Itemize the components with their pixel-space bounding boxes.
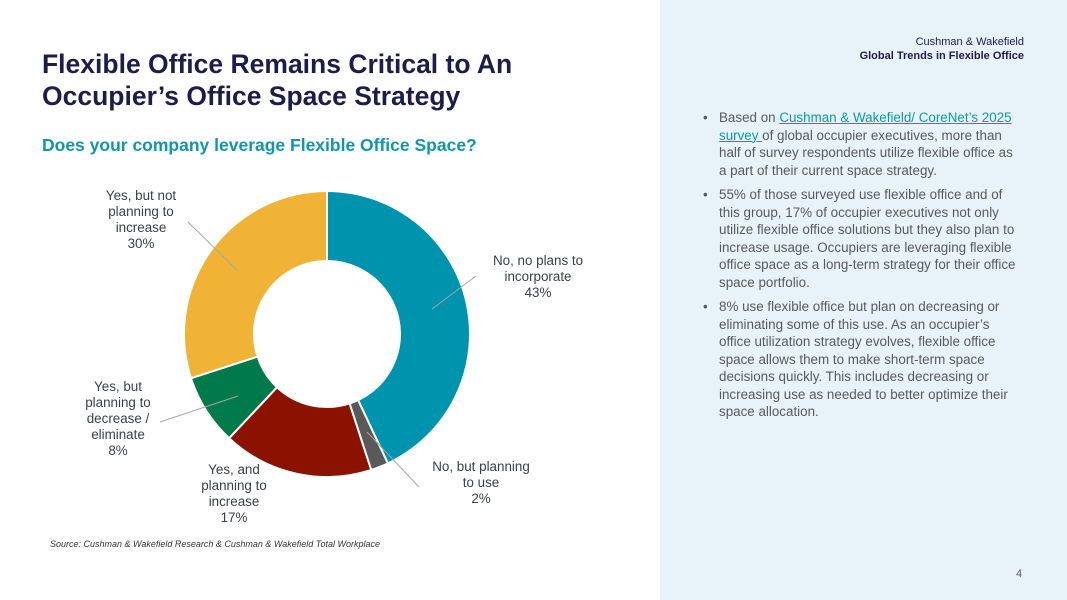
brand-company: Cushman & Wakefield	[915, 36, 1024, 48]
slice-value-label: 30%	[128, 236, 155, 251]
slice-category-label: increase	[209, 494, 260, 509]
chart-subtitle: Does your company leverage Flexible Offi…	[42, 135, 477, 155]
brand-report-title: Global Trends in Flexible Office	[859, 50, 1024, 62]
slice-category-label: Yes, and	[208, 462, 260, 477]
slice-category-label: No, no plans to	[493, 253, 583, 268]
slice-value-label: 43%	[525, 285, 552, 300]
bullet-item: 55% of those surveyed use flexible offic…	[703, 186, 1023, 291]
leader-line-no-plans	[431, 275, 477, 310]
slice-value-label: 2%	[471, 491, 490, 506]
label-no-plans: No, no plans to incorporate 43%	[493, 253, 583, 300]
bullet-item: 8% use flexible office but plan on decre…	[703, 298, 1023, 421]
leader-line-not-planning-to-increase	[187, 221, 239, 272]
slide-title: Flexible Office Remains Critical to An O…	[42, 49, 513, 111]
label-planning-to-decrease: Yes, but planning to decrease / eliminate 8%	[85, 379, 151, 458]
bullet-list: Based on Cushman & Wakefield/ CoreNet’s …	[703, 109, 1023, 428]
bullet-text: of global occupier executives, more than…	[719, 127, 1013, 178]
label-not-planning-to-increase: Yes, but not planning to increase 30%	[106, 188, 177, 251]
slice-category-label: eliminate	[91, 427, 145, 442]
bullet-text: Based on	[719, 110, 780, 125]
leader-line-planning-to-use	[366, 431, 420, 488]
donut-slices	[183, 189, 471, 478]
slice-category-label: to use	[463, 475, 499, 490]
slice-labels: No, no plans to incorporate 43% No, but pla…	[85, 188, 583, 525]
slice-category-label: decrease /	[87, 411, 150, 426]
brand-header: Cushman & Wakefield Global Trends in Fle…	[860, 35, 1024, 63]
slice-category-label: incorporate	[505, 269, 572, 284]
slice-category-label: increase	[116, 220, 167, 235]
leader-line-planning-to-decrease	[159, 395, 239, 423]
label-planning-to-increase: Yes, and planning to increase 17%	[201, 462, 267, 525]
survey-link[interactable]: Cushman & Wakefield/ CoreNet’s 2025 surv…	[719, 110, 1012, 143]
bullet-item: Based on Cushman & Wakefield/ CoreNet’s …	[703, 109, 1023, 179]
page-number: 4	[1016, 568, 1023, 580]
slice-category-label: Yes, but not	[106, 188, 177, 203]
slice-category-label: Yes, but	[94, 379, 142, 394]
source-note: Source: Cushman & Wakefield Research & C…	[50, 539, 380, 549]
slice-category-label: planning to	[201, 478, 267, 493]
slice-no-plans	[326, 189, 471, 465]
label-planning-to-use: No, but planning to use 2%	[432, 459, 530, 506]
slice-value-label: 8%	[108, 443, 127, 458]
donut-chart: No, no plans to incorporate 43% No, but pla…	[85, 188, 583, 525]
label-leader-lines	[159, 221, 477, 488]
slice-not-planning-to-increase	[183, 189, 328, 380]
slice-planning-to-increase	[227, 385, 373, 478]
slice-category-label: planning to	[85, 395, 151, 410]
slice-category-label: No, but planning	[432, 459, 530, 474]
slice-category-label: planning to	[108, 204, 174, 219]
slice-value-label: 17%	[221, 510, 248, 525]
